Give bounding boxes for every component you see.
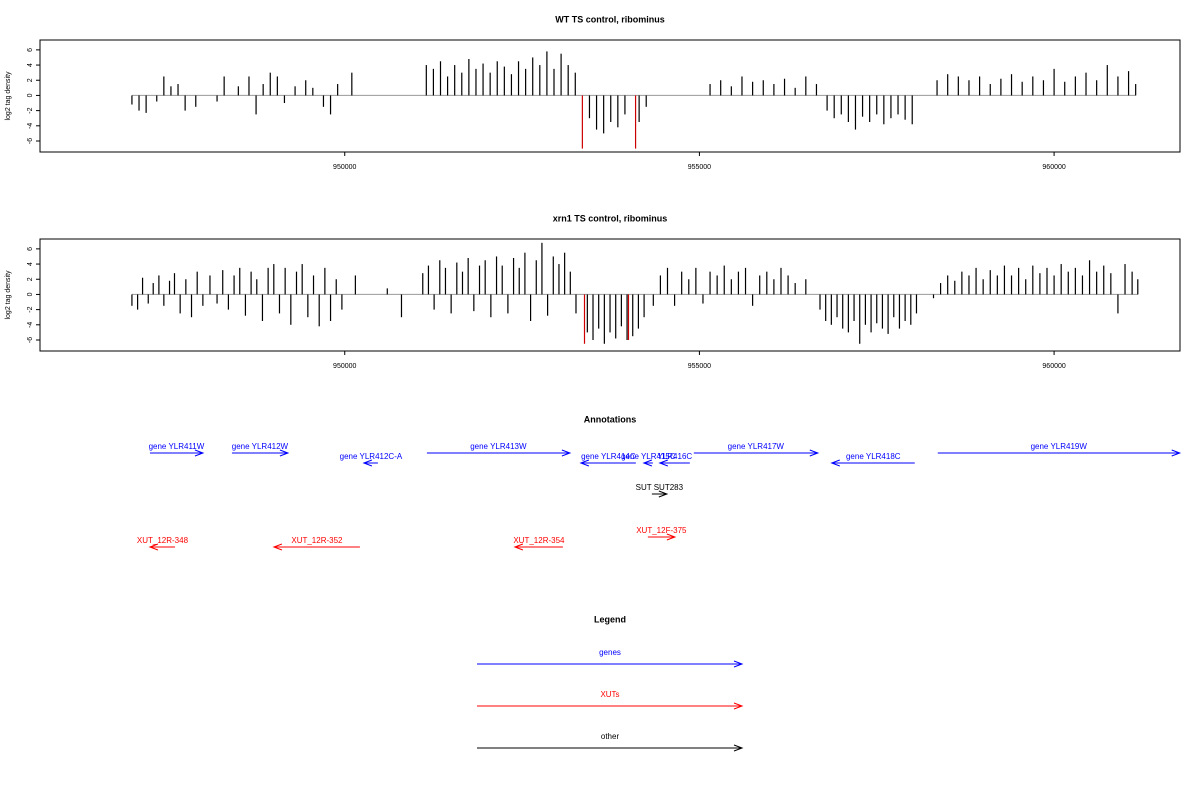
- feature-arrow-head: [272, 543, 283, 551]
- feature-label: XUT_12R-352: [291, 536, 343, 545]
- feature-label: XUT_12R-354: [513, 536, 565, 545]
- feature-arrow-head: [279, 449, 290, 457]
- legend-arrow-head: [733, 744, 744, 752]
- chart-title: WT TS control, ribominus: [555, 14, 665, 24]
- y-tick-label: 2: [27, 277, 34, 281]
- chart-title: xrn1 TS control, ribominus: [553, 213, 668, 223]
- feature-label: gene YLR413W: [470, 442, 527, 451]
- feature-label: gene YLR411W: [149, 442, 205, 451]
- feature-arrow-head: [830, 459, 840, 467]
- y-axis-label: log2 tag density: [5, 71, 12, 121]
- legend-title: Legend: [594, 614, 626, 624]
- y-tick-label: -6: [27, 337, 34, 343]
- plot-frame: [39, 39, 1181, 153]
- feature-arrow-head: [513, 543, 524, 551]
- feature-arrow-head: [642, 459, 653, 467]
- feature-label: SUT SUT283: [636, 483, 684, 492]
- annotations-title: Annotations: [584, 414, 637, 424]
- feature-label: gene YLR415C: [621, 452, 676, 461]
- feature-label: gene YLR412C-A: [340, 452, 403, 461]
- x-tick-label: 950000: [333, 363, 356, 370]
- legend-arrow-head: [733, 660, 744, 668]
- y-tick-label: 2: [27, 78, 34, 82]
- feature-label: YLR416C: [657, 452, 692, 461]
- legend-label: other: [601, 732, 620, 741]
- x-tick-label: 960000: [1042, 164, 1065, 171]
- feature-label: gene YLR419W: [1031, 442, 1088, 451]
- feature-arrow-head: [809, 449, 820, 457]
- feature-arrow-head: [194, 449, 205, 457]
- y-tick-label: 6: [27, 48, 34, 52]
- feature-arrow-head: [658, 490, 669, 498]
- y-tick-label: -2: [27, 306, 34, 312]
- y-tick-label: 0: [27, 93, 34, 97]
- y-axis-label: log2 tag density: [5, 270, 12, 320]
- feature-label: XUT_12F-375: [636, 526, 687, 535]
- x-tick-label: 955000: [688, 363, 711, 370]
- y-tick-label: 6: [27, 247, 34, 251]
- feature-arrow-head: [1171, 449, 1182, 457]
- legend-label: XUTs: [600, 690, 619, 699]
- feature-label: XUT_12R-348: [137, 536, 189, 545]
- y-tick-label: -2: [27, 107, 34, 113]
- feature-arrow-head: [579, 459, 590, 467]
- legend-label: genes: [599, 648, 621, 657]
- plot-frame: [39, 238, 1181, 352]
- y-tick-label: 4: [27, 63, 34, 67]
- feature-arrow-head: [666, 533, 677, 541]
- feature-arrow-head: [362, 459, 373, 467]
- y-tick-label: -4: [27, 123, 34, 129]
- feature-arrow-head: [658, 459, 669, 467]
- feature-arrow-head: [148, 543, 159, 551]
- feature-label: gene YLR418C: [846, 452, 901, 461]
- feature-arrow-head: [561, 449, 572, 457]
- y-tick-label: 4: [27, 262, 34, 266]
- x-tick-label: 960000: [1042, 363, 1065, 370]
- y-tick-label: 0: [27, 292, 34, 296]
- feature-label: gene YLR412W: [232, 442, 289, 451]
- y-tick-label: -6: [27, 138, 34, 144]
- feature-label: gene YLR417W: [728, 442, 785, 451]
- legend-arrow-head: [733, 702, 744, 710]
- x-tick-label: 955000: [688, 164, 711, 171]
- feature-label: gene YLR414C: [581, 452, 636, 461]
- y-tick-label: -4: [27, 322, 34, 328]
- x-tick-label: 950000: [333, 164, 356, 171]
